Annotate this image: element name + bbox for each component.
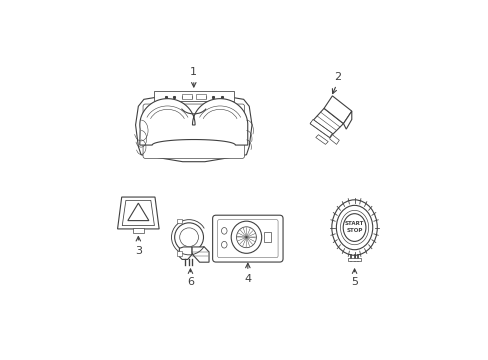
Bar xyxy=(153,91,233,101)
Polygon shape xyxy=(140,99,247,145)
Polygon shape xyxy=(324,96,351,123)
Text: 5: 5 xyxy=(350,278,357,287)
Bar xyxy=(177,219,182,223)
Ellipse shape xyxy=(231,221,261,253)
Ellipse shape xyxy=(174,223,203,252)
Ellipse shape xyxy=(340,210,368,245)
Polygon shape xyxy=(127,203,148,221)
Text: START: START xyxy=(344,221,364,226)
Polygon shape xyxy=(191,247,208,262)
Ellipse shape xyxy=(221,242,226,248)
Ellipse shape xyxy=(331,200,377,255)
FancyBboxPatch shape xyxy=(217,220,278,258)
Polygon shape xyxy=(135,94,251,162)
Bar xyxy=(133,228,143,233)
Bar xyxy=(182,94,191,99)
Text: STOP: STOP xyxy=(346,228,362,233)
Polygon shape xyxy=(179,247,191,260)
Ellipse shape xyxy=(336,205,372,250)
Polygon shape xyxy=(343,111,351,129)
Text: 6: 6 xyxy=(186,278,194,287)
Text: 3: 3 xyxy=(135,246,142,256)
Text: 1: 1 xyxy=(190,67,197,77)
Text: 2: 2 xyxy=(334,72,341,82)
Ellipse shape xyxy=(343,214,365,242)
Text: 4: 4 xyxy=(244,274,251,284)
Polygon shape xyxy=(309,108,343,138)
Bar xyxy=(195,94,205,99)
Bar xyxy=(264,232,270,242)
Ellipse shape xyxy=(179,228,198,247)
Polygon shape xyxy=(315,135,327,144)
Polygon shape xyxy=(329,135,339,144)
Polygon shape xyxy=(309,120,332,138)
Bar xyxy=(177,251,182,256)
FancyBboxPatch shape xyxy=(212,215,283,262)
Ellipse shape xyxy=(221,228,226,234)
Polygon shape xyxy=(122,201,154,226)
FancyBboxPatch shape xyxy=(143,104,244,158)
Bar xyxy=(347,258,361,261)
Polygon shape xyxy=(117,197,159,229)
Ellipse shape xyxy=(236,227,256,248)
